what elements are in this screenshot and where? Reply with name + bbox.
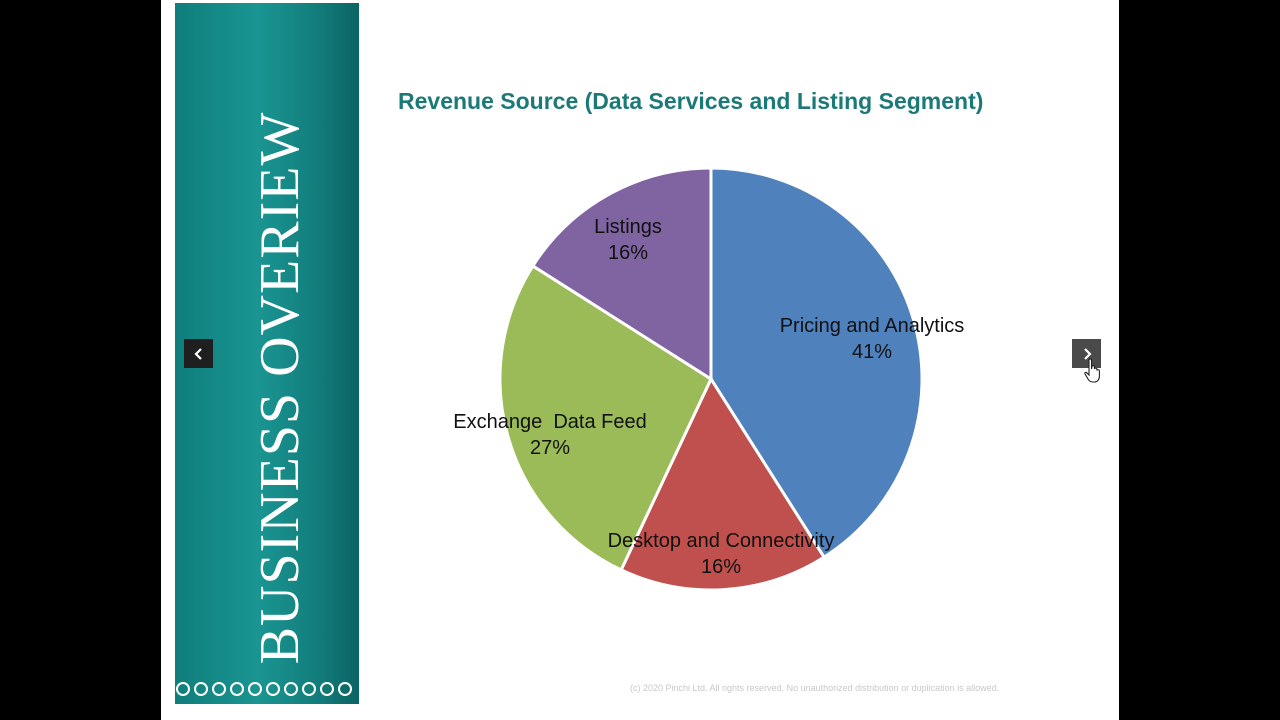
slice-label: Listings [594, 216, 662, 238]
next-slide-button[interactable] [1072, 339, 1101, 368]
slice-value-label: 16% [608, 242, 648, 264]
chevron-right-icon [1083, 347, 1092, 360]
slice-value-label: 27% [530, 437, 570, 459]
slice-label: Pricing and Analytics [780, 315, 965, 337]
pie-slice [619, 375, 827, 592]
slice-value-label: 16% [701, 556, 741, 578]
decorative-dot [176, 682, 190, 696]
decorative-dot [266, 682, 280, 696]
pie-slice [530, 166, 713, 382]
decorative-dot [338, 682, 352, 696]
chevron-left-icon [193, 347, 202, 360]
decorative-dot [320, 682, 334, 696]
decorative-dots [176, 682, 352, 700]
decorative-dot [302, 682, 316, 696]
decorative-dot [284, 682, 298, 696]
previous-slide-button[interactable] [184, 339, 213, 368]
slice-label: Desktop and Connectivity [608, 530, 835, 552]
copyright-notice: (c) 2020 Pinchi Ltd. All rights reserved… [630, 683, 1000, 693]
slice-label: Exchange Data Feed [453, 411, 646, 433]
slice-value-label: 41% [852, 341, 892, 363]
decorative-dot [248, 682, 262, 696]
decorative-dot [212, 682, 226, 696]
decorative-dot [230, 682, 244, 696]
decorative-dot [194, 682, 208, 696]
hand-cursor-icon [1084, 358, 1100, 383]
pie-slice [498, 263, 713, 572]
slide: BUSINESS OVERIEW (c) 2020 Pinchi Ltd. Al… [161, 0, 1119, 720]
chart-title: Revenue Source (Data Services and Listin… [398, 88, 984, 114]
